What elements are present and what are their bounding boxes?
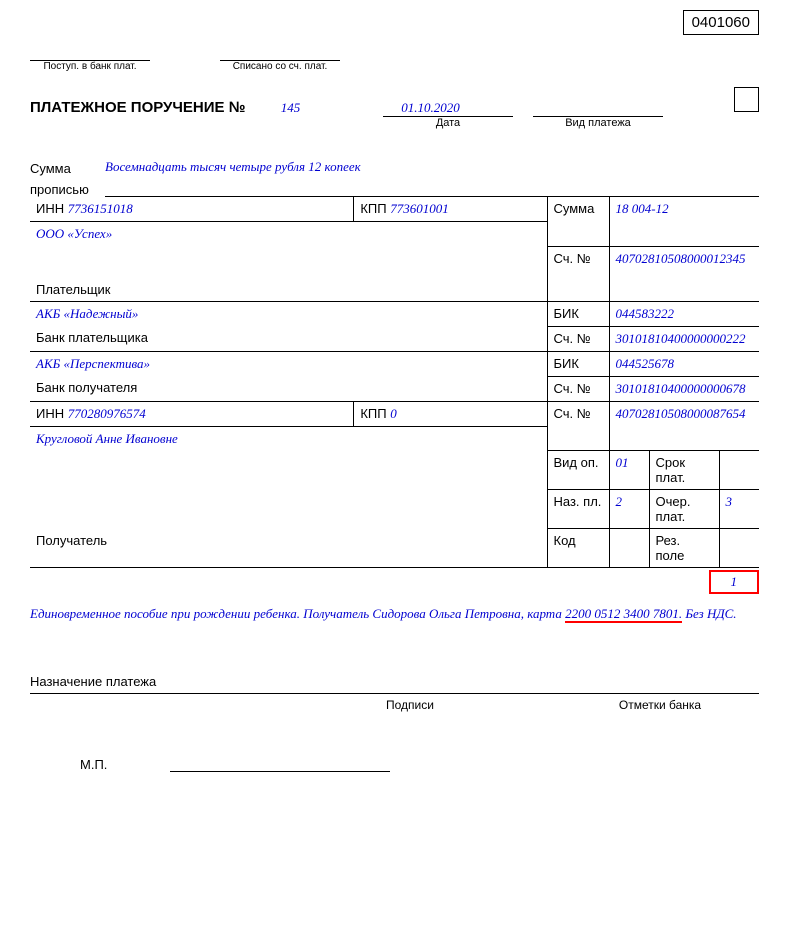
doc-date: 01.10.2020	[365, 100, 495, 116]
recipient-name: Кругловой Анне Ивановне	[30, 426, 547, 451]
purpose-label: Назначение платежа	[30, 674, 759, 694]
payer-inn: 7736151018	[68, 201, 133, 216]
payer-corr: 30101810400000000222	[609, 326, 759, 351]
status-box	[734, 87, 759, 112]
title-row: ПЛАТЕЖНОЕ ПОРУЧЕНИЕ № 145 01.10.2020	[30, 87, 759, 116]
op-type-label: Вид оп.	[547, 451, 609, 490]
mp-label: М.П.	[30, 757, 130, 772]
ocher-value: 3	[719, 490, 759, 529]
kind-label: Вид платежа	[533, 116, 663, 129]
recipient-bank-label: Банк получателя	[30, 376, 547, 401]
bik-label: БИК	[547, 301, 609, 326]
main-table: ИНН 7736151018 КПП 773601001 Сумма 18 00…	[30, 197, 759, 568]
naz-pl-value: 2	[609, 490, 649, 529]
kpp-label2: КПП	[360, 406, 386, 421]
kpp-label: КПП	[360, 201, 386, 216]
sum-words-label2: прописью	[30, 182, 105, 197]
ocher-label: Очер. плат.	[649, 490, 719, 529]
purpose-text: Единовременное пособие при рождении ребе…	[30, 604, 759, 624]
top-date-row: Поступ. в банк плат. Списано со сч. плат…	[30, 60, 759, 72]
naz-pl-label: Наз. пл.	[547, 490, 609, 529]
bank-marks-label: Отметки банка	[570, 698, 750, 712]
account-label4: Сч. №	[547, 401, 609, 451]
recipient-inn: 770280976574	[68, 406, 146, 421]
payer-name: ООО «Успех»	[30, 222, 547, 247]
recipient-corr: 30101810400000000678	[609, 376, 759, 401]
date-label: Дата	[383, 116, 513, 129]
recipient-bik: 044525678	[609, 351, 759, 376]
bik-label2: БИК	[547, 351, 609, 376]
account-label2: Сч. №	[547, 326, 609, 351]
signature-line	[170, 771, 390, 772]
sum-words-value: Восемнадцать тысяч четыре рубля 12 копее…	[105, 159, 759, 197]
op-type-value: 01	[609, 451, 649, 490]
account-label3: Сч. №	[547, 376, 609, 401]
signatures-label: Подписи	[310, 698, 510, 712]
payer-bank-label: Банк плательщика	[30, 326, 547, 351]
code-label: Код	[547, 529, 609, 568]
received-label: Поступ. в банк плат.	[30, 61, 150, 72]
payer-bik: 044583222	[609, 301, 759, 326]
purpose-part1: Единовременное пособие при рождении ребе…	[30, 606, 565, 621]
recipient-label: Получатель	[30, 529, 547, 568]
form-code: 0401060	[683, 10, 759, 35]
inn-label2: ИНН	[36, 406, 64, 421]
doc-number: 145	[265, 100, 315, 116]
highlight-box: 1	[709, 570, 760, 594]
sum-words-row: Сумма прописью Восемнадцать тысяч четыре…	[30, 159, 759, 197]
payer-bank: АКБ «Надежный»	[30, 301, 547, 326]
recipient-bank: АКБ «Перспектива»	[30, 351, 547, 376]
sum-words-label1: Сумма	[30, 161, 105, 176]
sum-label: Сумма	[547, 197, 609, 246]
writtenoff-label: Списано со сч. плат.	[220, 61, 340, 72]
res-label: Рез. поле	[649, 529, 719, 568]
sum-value: 18 004-12	[609, 197, 759, 246]
purpose-card-underlined: 2200 0512 3400 7801.	[565, 606, 682, 623]
inn-label: ИНН	[36, 201, 64, 216]
document-title: ПЛАТЕЖНОЕ ПОРУЧЕНИЕ №	[30, 99, 245, 116]
payer-label: Плательщик	[30, 246, 547, 301]
payer-account: 40702810508000012345	[609, 246, 759, 301]
pay-term-label: Срок плат.	[649, 451, 719, 490]
recipient-kpp: 0	[390, 406, 397, 421]
account-label: Сч. №	[547, 246, 609, 301]
recipient-account: 40702810508000087654	[609, 401, 759, 451]
payer-kpp: 773601001	[390, 201, 449, 216]
purpose-part3: Без НДС.	[682, 606, 736, 621]
